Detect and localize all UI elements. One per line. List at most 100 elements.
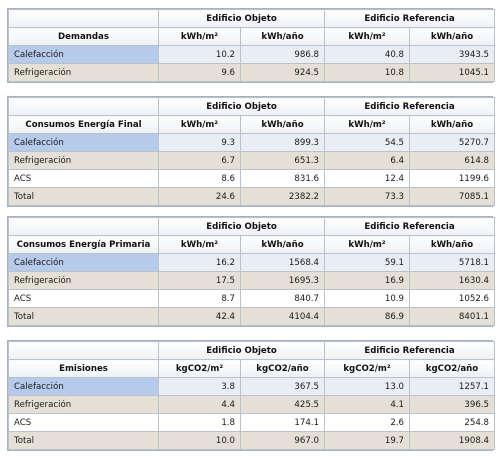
unit-header[interactable]: kWh/m² [158, 235, 241, 254]
table-row-total[interactable]: Total 10.0 967.0 19.7 1908.4 [8, 431, 495, 450]
cell-value[interactable]: 396.5 [409, 395, 495, 414]
table-row[interactable]: Calefacción 3.8 367.5 13.0 1257.1 [8, 377, 495, 396]
unit-header[interactable]: kWh/m² [324, 115, 410, 134]
cell-value[interactable]: 3.8 [158, 377, 241, 396]
cell-value[interactable]: 1257.1 [409, 377, 495, 396]
cell-value[interactable]: 924.5 [240, 63, 325, 82]
row-label[interactable]: Calefacción [8, 253, 159, 272]
cell-value[interactable]: 5718.1 [409, 253, 495, 272]
cell-value[interactable]: 4104.4 [240, 307, 325, 326]
unit-header[interactable]: kWh/año [409, 27, 495, 46]
cell-value[interactable]: 12.4 [324, 169, 410, 188]
row-label[interactable]: Refrigeración [8, 395, 159, 414]
cell-value[interactable]: 17.5 [158, 271, 241, 290]
cell-value[interactable]: 967.0 [240, 431, 325, 450]
row-label[interactable]: Refrigeración [8, 151, 159, 170]
cell-value[interactable]: 5270.7 [409, 133, 495, 152]
cell-value[interactable]: 367.5 [240, 377, 325, 396]
cell-value[interactable]: 8.7 [158, 289, 241, 308]
cell-value[interactable]: 1630.4 [409, 271, 495, 290]
cell-value[interactable]: 651.3 [240, 151, 325, 170]
cell-value[interactable]: 7085.1 [409, 187, 495, 206]
cell-value[interactable]: 1199.6 [409, 169, 495, 188]
unit-header[interactable]: kgCO2/año [240, 359, 325, 378]
unit-header[interactable]: kWh/año [240, 235, 325, 254]
table-row[interactable]: ACS 8.7 840.7 10.9 1052.6 [8, 289, 495, 308]
unit-header[interactable]: kWh/m² [324, 235, 410, 254]
cell-value[interactable]: 4.1 [324, 395, 410, 414]
row-label[interactable]: Calefacción [8, 377, 159, 396]
cell-value[interactable]: 174.1 [240, 413, 325, 432]
cell-value[interactable]: 6.7 [158, 151, 241, 170]
cell-value[interactable]: 254.8 [409, 413, 495, 432]
cell-value[interactable]: 831.6 [240, 169, 325, 188]
table-row[interactable]: Refrigeración 17.5 1695.3 16.9 1630.4 [8, 271, 495, 290]
cell-value[interactable]: 10.0 [158, 431, 241, 450]
cell-value[interactable]: 840.7 [240, 289, 325, 308]
table-row[interactable]: Refrigeración 4.4 425.5 4.1 396.5 [8, 395, 495, 414]
cell-value[interactable]: 1.8 [158, 413, 241, 432]
unit-header[interactable]: kWh/m² [324, 27, 410, 46]
cell-value[interactable]: 42.4 [158, 307, 241, 326]
unit-header[interactable]: kWh/año [409, 115, 495, 134]
row-label[interactable]: ACS [8, 413, 159, 432]
cell-value[interactable]: 8.6 [158, 169, 241, 188]
table-row[interactable]: Refrigeración 9.6 924.5 10.8 1045.1 [8, 63, 495, 82]
unit-header[interactable]: kgCO2/año [409, 359, 495, 378]
row-label[interactable]: Total [8, 431, 159, 450]
cell-value[interactable]: 19.7 [324, 431, 410, 450]
cell-value[interactable]: 16.2 [158, 253, 241, 272]
row-label[interactable]: Refrigeración [8, 63, 159, 82]
row-label[interactable]: Total [8, 187, 159, 206]
cell-value[interactable]: 54.5 [324, 133, 410, 152]
cell-value[interactable]: 1695.3 [240, 271, 325, 290]
cell-value[interactable]: 986.8 [240, 45, 325, 64]
cell-value[interactable]: 425.5 [240, 395, 325, 414]
table-row[interactable]: Calefacción 16.2 1568.4 59.1 5718.1 [8, 253, 495, 272]
cell-value[interactable]: 73.3 [324, 187, 410, 206]
cell-value[interactable]: 4.4 [158, 395, 241, 414]
row-label[interactable]: Total [8, 307, 159, 326]
cell-value[interactable]: 614.8 [409, 151, 495, 170]
cell-value[interactable]: 1568.4 [240, 253, 325, 272]
cell-value[interactable]: 16.9 [324, 271, 410, 290]
unit-header[interactable]: kWh/m² [158, 27, 241, 46]
unit-header[interactable]: kWh/año [240, 115, 325, 134]
table-row[interactable]: ACS 8.6 831.6 12.4 1199.6 [8, 169, 495, 188]
cell-value[interactable]: 2382.2 [240, 187, 325, 206]
unit-header[interactable]: kWh/m² [158, 115, 241, 134]
cell-value[interactable]: 86.9 [324, 307, 410, 326]
cell-value[interactable]: 13.0 [324, 377, 410, 396]
row-label[interactable]: Calefacción [8, 45, 159, 64]
unit-header[interactable]: kgCO2/m² [324, 359, 410, 378]
cell-value[interactable]: 6.4 [324, 151, 410, 170]
cell-value[interactable]: 2.6 [324, 413, 410, 432]
cell-value[interactable]: 1908.4 [409, 431, 495, 450]
table-row-total[interactable]: Total 24.6 2382.2 73.3 7085.1 [8, 187, 495, 206]
row-label[interactable]: ACS [8, 289, 159, 308]
table-row-total[interactable]: Total 42.4 4104.4 86.9 8401.1 [8, 307, 495, 326]
table-row[interactable]: Calefacción 10.2 986.8 40.8 3943.5 [8, 45, 495, 64]
cell-value[interactable]: 8401.1 [409, 307, 495, 326]
cell-value[interactable]: 3943.5 [409, 45, 495, 64]
table-row[interactable]: Refrigeración 6.7 651.3 6.4 614.8 [8, 151, 495, 170]
cell-value[interactable]: 59.1 [324, 253, 410, 272]
cell-value[interactable]: 1045.1 [409, 63, 495, 82]
cell-value[interactable]: 1052.6 [409, 289, 495, 308]
cell-value[interactable]: 10.8 [324, 63, 410, 82]
cell-value[interactable]: 10.9 [324, 289, 410, 308]
unit-header[interactable]: kWh/año [240, 27, 325, 46]
cell-value[interactable]: 24.6 [158, 187, 241, 206]
row-label[interactable]: Calefacción [8, 133, 159, 152]
unit-header[interactable]: kgCO2/m² [158, 359, 241, 378]
cell-value[interactable]: 899.3 [240, 133, 325, 152]
table-row[interactable]: Calefacción 9.3 899.3 54.5 5270.7 [8, 133, 495, 152]
row-label[interactable]: Refrigeración [8, 271, 159, 290]
cell-value[interactable]: 9.6 [158, 63, 241, 82]
unit-header[interactable]: kWh/año [409, 235, 495, 254]
table-row[interactable]: ACS 1.8 174.1 2.6 254.8 [8, 413, 495, 432]
row-label[interactable]: ACS [8, 169, 159, 188]
cell-value[interactable]: 40.8 [324, 45, 410, 64]
cell-value[interactable]: 9.3 [158, 133, 241, 152]
cell-value[interactable]: 10.2 [158, 45, 241, 64]
